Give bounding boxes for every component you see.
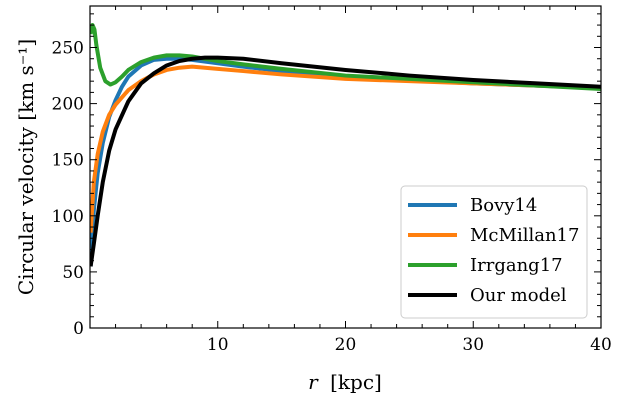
y-axis-label: Circular velocity [km s⁻¹] [14,39,38,295]
legend-label-4: Our model [470,285,567,306]
y-tick-label: 250 [52,39,84,59]
y-tick-label: 50 [62,263,84,283]
legend: Bovy14 McMillan17 Irrgang17 Our model [400,185,588,319]
series-line-4 [90,55,601,267]
x-tick-label: 10 [207,335,229,355]
y-tick-label: 150 [52,151,84,171]
x-axis-label: r [kpc] [308,370,382,394]
x-axis-variable: r [308,370,319,394]
x-tick-label: 30 [462,335,484,355]
y-tick-label: 0 [73,319,84,339]
x-tick-label: 40 [590,335,612,355]
legend-box [400,185,588,319]
series-line-2 [90,64,601,233]
x-tick-label: 20 [335,335,357,355]
series-group [90,23,601,267]
axis-ticks [90,6,602,329]
series-line-3 [90,23,601,92]
legend-label-1: Bovy14 [470,195,537,216]
x-axis-unit: [kpc] [330,370,382,394]
tick-labels: 10 20 30 40 0 50 100 150 200 250 [52,39,612,355]
legend-label-2: McMillan17 [470,225,579,246]
y-tick-label: 200 [52,95,84,115]
legend-label-3: Irrgang17 [470,255,563,276]
y-tick-label: 100 [52,207,84,227]
